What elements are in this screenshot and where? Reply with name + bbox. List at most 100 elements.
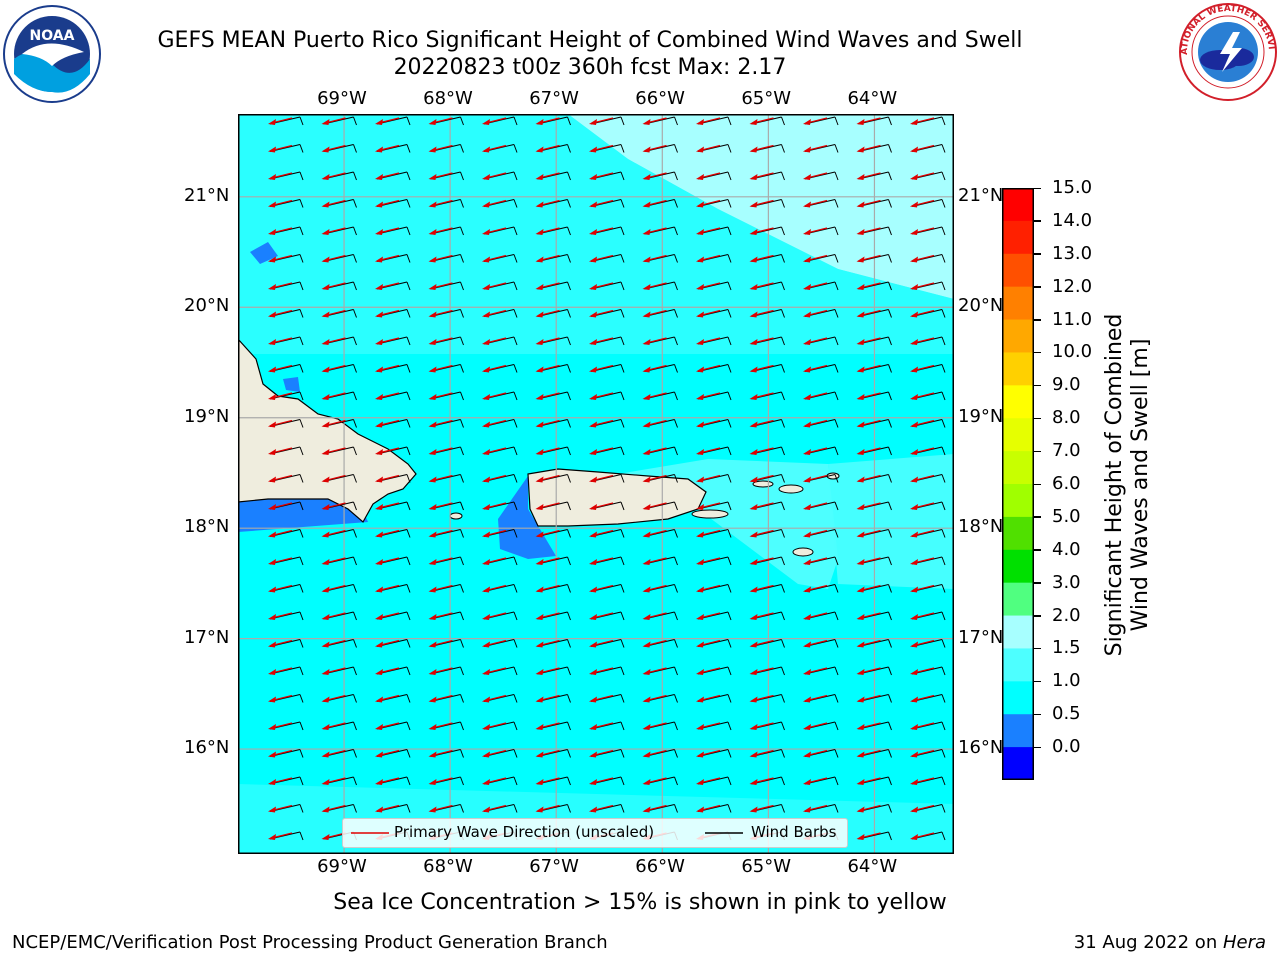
wave-arrow-head — [642, 311, 651, 318]
svg-text:NOAA: NOAA — [30, 28, 75, 44]
colorbar-tick — [1034, 647, 1041, 650]
wave-arrow-head — [803, 806, 811, 813]
wave-arrow-head — [589, 339, 597, 345]
wind-barb-flag — [513, 556, 518, 566]
wind-barb-flag — [406, 226, 411, 236]
wind-barb-flag — [406, 611, 411, 621]
wind-barb-flag — [674, 336, 678, 346]
legend-barb-label: Wind Barbs — [751, 823, 837, 841]
footer-date-text: 31 Aug 2022 on — [1073, 932, 1223, 953]
wave-arrow-head — [803, 229, 811, 235]
wind-barb-flag — [299, 171, 304, 181]
wave-arrow-head — [589, 449, 597, 455]
wind-barb-flag — [781, 721, 785, 731]
wind-barb-flag — [460, 694, 464, 703]
wind-barb-flag — [781, 556, 785, 566]
wave-arrow-head — [268, 311, 276, 318]
map-legend: Primary Wave Direction (unscaled) Wind B… — [342, 818, 848, 848]
wind-barb-flag — [834, 804, 839, 813]
wave-arrow-head — [321, 751, 330, 758]
wave-arrow-head — [535, 476, 544, 483]
wind-barb-flag — [299, 529, 304, 538]
wind-barb-flag — [353, 446, 357, 456]
wave-arrow-head — [856, 586, 865, 593]
wave-arrow-head — [268, 834, 276, 840]
wind-barb-flag — [620, 364, 625, 373]
colorbar-tick — [1034, 450, 1041, 453]
wave-arrow-head — [803, 504, 811, 510]
wind-barb-flag — [513, 721, 518, 731]
wave-arrow-head — [856, 339, 865, 345]
wave-arrow-head — [910, 669, 918, 675]
lat-tick-label: 18°N — [958, 516, 1004, 538]
wind-barb-flag — [513, 281, 518, 291]
wave-arrow-head — [268, 751, 276, 758]
lat-tick-label: 16°N — [958, 737, 1004, 759]
wind-barb-flag — [781, 364, 785, 373]
wind-barb-flag — [567, 611, 571, 621]
colorbar-tick-label: 1.5 — [1052, 637, 1081, 659]
wave-arrow-head — [428, 449, 437, 455]
wave-arrow-head — [375, 284, 383, 290]
colorbar-frame — [1002, 188, 1034, 780]
wave-arrow-head — [589, 724, 597, 730]
wave-arrow-head — [268, 339, 276, 345]
wind-barb-flag — [513, 226, 518, 236]
wind-barb-flag — [513, 694, 518, 703]
wave-arrow-head — [856, 449, 865, 455]
wave-arrow-head — [856, 284, 865, 290]
wind-barb-flag — [941, 364, 946, 373]
wind-barb-flag — [406, 391, 411, 401]
wave-arrow-head — [749, 641, 758, 648]
wave-arrow-head — [749, 586, 758, 593]
wave-arrow-head — [535, 421, 544, 428]
wind-barb-flag — [674, 226, 678, 236]
wave-arrow-head — [803, 614, 811, 620]
wave-arrow-head — [696, 449, 704, 455]
wave-arrow-head — [910, 339, 918, 345]
wind-barb-flag — [888, 556, 892, 566]
wind-barb-flag — [941, 556, 946, 566]
wave-arrow-head — [910, 311, 918, 318]
wave-arrow-head — [589, 311, 597, 318]
wind-barb-flag — [353, 281, 357, 291]
wind-barb-flag — [674, 556, 678, 566]
wind-barb-flag — [460, 391, 464, 401]
wave-arrow-head — [589, 201, 597, 208]
wind-barb-flag — [674, 721, 678, 731]
wind-barb-flag — [353, 804, 357, 813]
wave-arrow-head — [696, 284, 704, 290]
wave-arrow-head — [482, 751, 490, 758]
wave-arrow-head — [482, 559, 490, 565]
wave-arrow-head — [482, 256, 490, 263]
wave-arrow-head — [482, 779, 490, 785]
wave-arrow-head — [482, 449, 490, 455]
wind-barb-flag — [513, 199, 518, 208]
wind-barb-flag — [674, 529, 678, 538]
wave-arrow-head — [856, 641, 865, 648]
colorbar-scale — [1002, 188, 1034, 781]
wave-arrow-head — [910, 366, 918, 373]
wind-barb-flag — [888, 804, 892, 813]
wave-arrow-head — [321, 641, 330, 648]
wave-arrow-head — [321, 119, 330, 125]
colorbar-tick — [1034, 516, 1041, 518]
wind-barb-flag — [888, 281, 892, 291]
wind-barb-flag — [781, 749, 785, 758]
wave-arrow-head — [268, 201, 276, 208]
wave-arrow-head — [856, 724, 865, 730]
wave-arrow-head — [321, 559, 330, 565]
wave-arrow-head — [749, 449, 758, 455]
wave-arrow-head — [375, 119, 383, 125]
colorbar-swatch — [1002, 681, 1034, 715]
wave-arrow-head — [268, 229, 276, 235]
wind-barb-flag — [513, 776, 518, 786]
wind-barb-flag — [781, 419, 785, 428]
wave-arrow-head — [910, 779, 918, 785]
wind-barb-flag — [406, 199, 411, 208]
wave-arrow-head — [375, 531, 383, 538]
wind-barb-flag — [620, 611, 625, 621]
wave-arrow-head — [910, 146, 918, 153]
wave-arrow-head — [910, 559, 918, 565]
wind-barb-flag — [674, 666, 678, 676]
